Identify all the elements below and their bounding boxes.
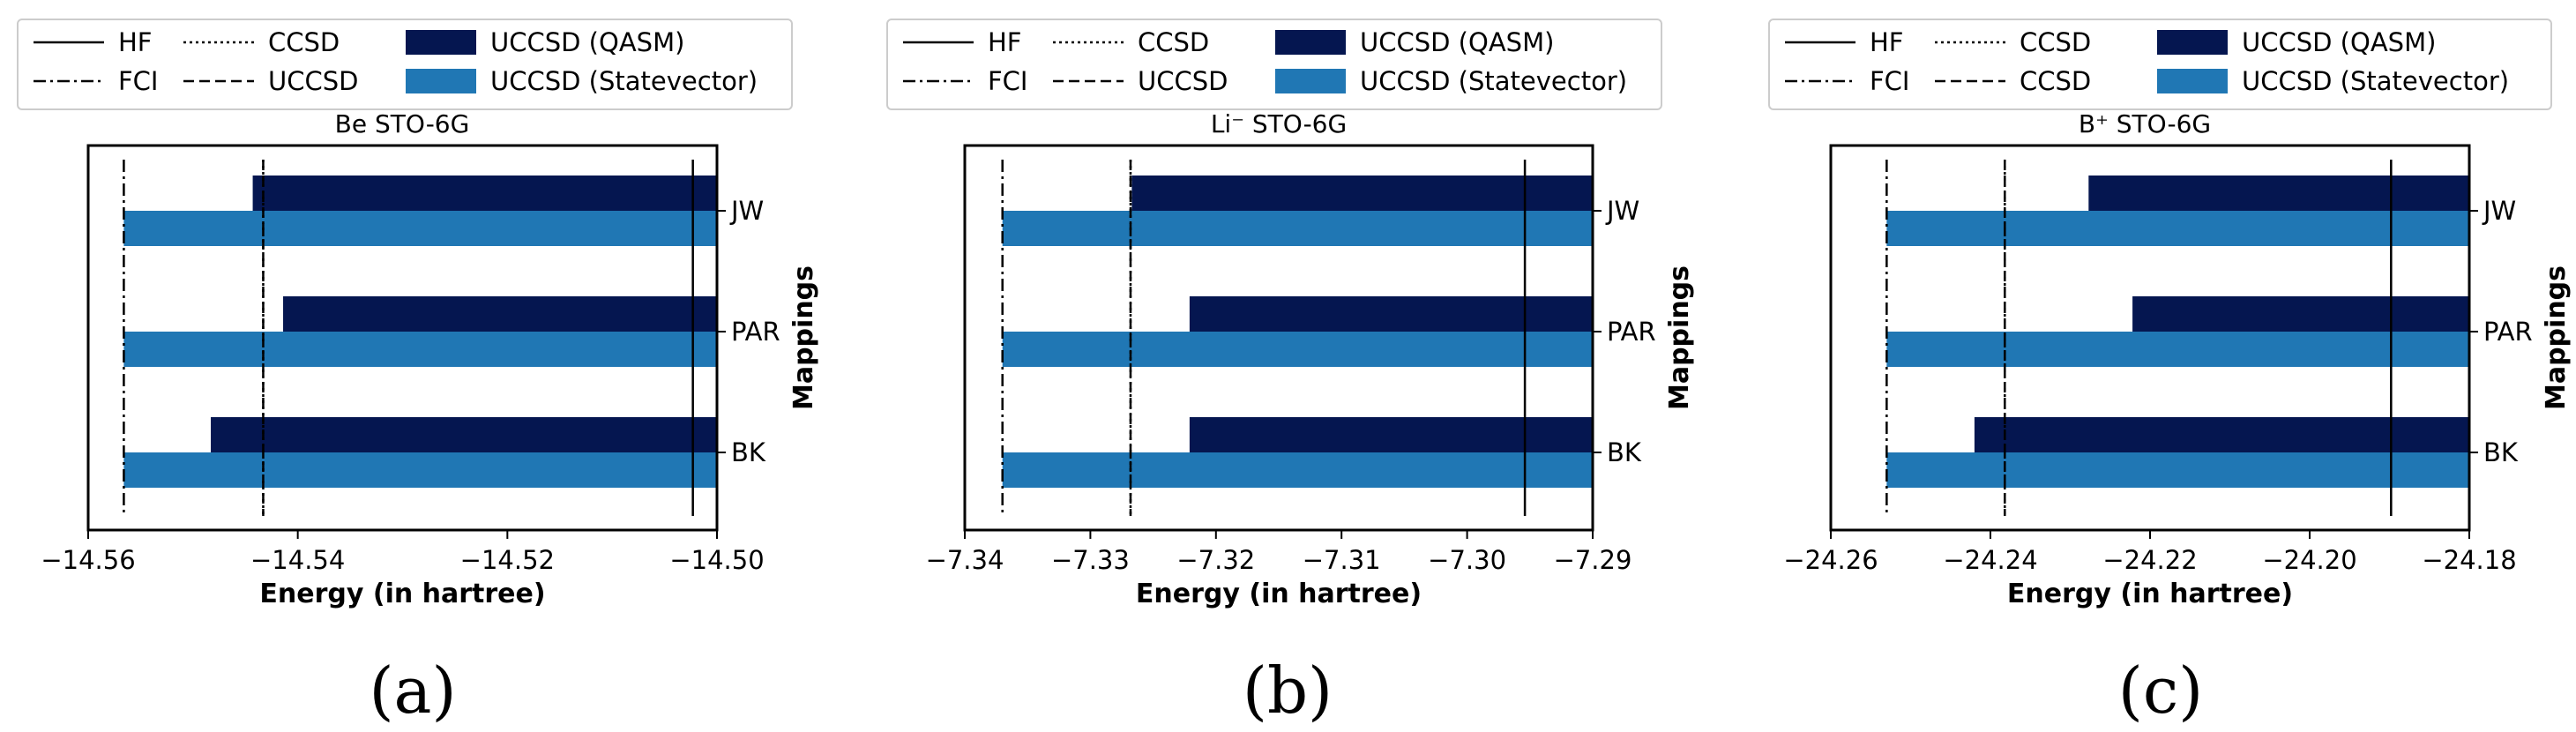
legend-label-2: CCSD (268, 27, 340, 57)
legend-label-3: UCCSD (1138, 66, 1228, 96)
bar-jw-statevector (1002, 211, 1593, 246)
bar-bk-qasm (211, 417, 717, 452)
panel-a: HF FCI CCSD UCCSD UCCSD (QASM) UCCSD (Stateve… (17, 19, 819, 728)
x-tick-label: −14.52 (460, 545, 555, 575)
legend-label-2: CCSD (1138, 27, 1209, 57)
bar-bk-statevector (123, 452, 718, 488)
legend-swatch-5 (2157, 69, 2228, 93)
legend-swatch-4 (2157, 30, 2228, 55)
panel-caption: (c) (2118, 654, 2204, 728)
bar-jw-statevector (1886, 211, 2469, 246)
x-tick-label: −7.30 (1428, 545, 1506, 575)
legend-label-3: CCSD (2020, 66, 2091, 96)
legend-label-5: UCCSD (Statevector) (490, 66, 758, 96)
x-tick-label: −14.54 (250, 545, 345, 575)
bar-par-statevector (1002, 332, 1593, 367)
legend-label-4: UCCSD (QASM) (1360, 27, 1554, 57)
y-axis-label: Mappings (1664, 265, 1695, 410)
bar-par-statevector (123, 332, 718, 367)
legend-label-1: FCI (118, 66, 158, 96)
legend-frame (1768, 19, 2552, 110)
legend-label-5: UCCSD (Statevector) (2242, 66, 2509, 96)
y-tick-label: BK (731, 437, 766, 467)
bar-bk-qasm (1974, 417, 2469, 452)
x-tick-label: −24.26 (1783, 545, 1878, 575)
axes-frame (963, 144, 1594, 532)
legend-label-3: UCCSD (268, 66, 358, 96)
bar-jw-statevector (123, 211, 718, 246)
legend-label-0: HF (988, 27, 1022, 57)
legend-swatch-4 (406, 30, 476, 55)
y-tick-label: JW (1605, 196, 1639, 226)
legend-label-4: UCCSD (QASM) (2242, 27, 2436, 57)
panel-title: B⁺ STO-6G (2079, 109, 2211, 138)
x-tick-label: −24.18 (2422, 545, 2516, 575)
y-axis-label: Mappings (788, 265, 819, 410)
x-tick-label: −14.50 (669, 545, 764, 575)
legend-label-1: FCI (1870, 66, 1909, 96)
bar-par-qasm (283, 296, 717, 332)
panel-b: HF FCI CCSD UCCSD UCCSD (QASM) UCCSD (Stateve… (886, 19, 1695, 728)
x-tick-label: −24.22 (2102, 545, 2197, 575)
x-tick-label: −24.24 (1943, 545, 2037, 575)
y-tick-label: JW (2482, 196, 2516, 226)
panel-title: Li⁻ STO-6G (1211, 109, 1347, 138)
legend-swatch-5 (1275, 69, 1346, 93)
y-tick-label: BK (2483, 437, 2519, 467)
bar-par-statevector (1886, 332, 2469, 367)
x-tick-label: −7.33 (1051, 545, 1130, 575)
legend-swatch-5 (406, 69, 476, 93)
bar-par-qasm (1189, 296, 1593, 332)
y-tick-label: JW (729, 196, 764, 226)
x-axis-label: Energy (in hartree) (259, 579, 545, 609)
legend-label-2: CCSD (2020, 27, 2091, 57)
x-tick-label: −7.34 (926, 545, 1004, 575)
y-tick-label: PAR (2483, 317, 2533, 347)
x-tick-label: −7.29 (1554, 545, 1632, 575)
x-tick-label: −7.31 (1303, 545, 1381, 575)
bar-jw-qasm (1131, 176, 1593, 211)
axes-frame (86, 144, 719, 532)
x-tick-label: −7.32 (1176, 545, 1255, 575)
y-tick-label: BK (1607, 437, 1642, 467)
bar-bk-qasm (1189, 417, 1593, 452)
bar-bk-statevector (1886, 452, 2469, 488)
legend: HF FCI CCSD CCSD UCCSD (QASM) UCCSD (Statevec… (1768, 19, 2552, 110)
bar-bk-statevector (1002, 452, 1593, 488)
x-tick-label: −14.56 (41, 545, 135, 575)
legend-swatch-4 (1275, 30, 1346, 55)
bar-jw-qasm (252, 176, 717, 211)
legend-frame (886, 19, 1662, 110)
y-tick-label: PAR (1607, 317, 1656, 347)
panel-caption: (a) (369, 654, 456, 728)
legend-label-5: UCCSD (Statevector) (1360, 66, 1627, 96)
panel-caption: (b) (1243, 654, 1333, 728)
bar-jw-qasm (2088, 176, 2469, 211)
panel-title: Be STO-6G (335, 109, 470, 138)
legend-label-0: HF (118, 27, 153, 57)
legend-label-4: UCCSD (QASM) (490, 27, 684, 57)
x-axis-label: Energy (in hartree) (2007, 579, 2293, 609)
y-axis-label: Mappings (2541, 265, 2572, 410)
x-tick-label: −24.20 (2262, 545, 2356, 575)
y-tick-label: PAR (731, 317, 780, 347)
panel-c: HF FCI CCSD CCSD UCCSD (QASM) UCCSD (Statevec… (1768, 19, 2572, 728)
legend-label-0: HF (1870, 27, 1904, 57)
legend: HF FCI CCSD UCCSD UCCSD (QASM) UCCSD (Stateve… (886, 19, 1662, 110)
bar-par-qasm (2132, 296, 2469, 332)
legend-frame (17, 19, 793, 110)
x-axis-label: Energy (in hartree) (1136, 579, 1422, 609)
legend: HF FCI CCSD UCCSD UCCSD (QASM) UCCSD (Stateve… (17, 19, 793, 110)
legend-label-1: FCI (988, 66, 1027, 96)
